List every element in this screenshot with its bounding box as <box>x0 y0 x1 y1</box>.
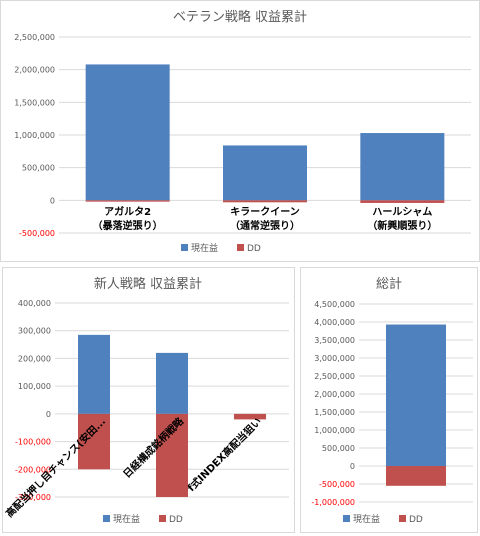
y-tick-label: 4,000,000 <box>314 318 355 327</box>
legend-label: 現在益 <box>113 513 140 525</box>
chart-title: 新人戦略 収益累計 <box>94 276 202 292</box>
y-tick-label: 2,000,000 <box>314 390 355 399</box>
chart-title: ベテラン戦略 収益累計 <box>173 9 307 25</box>
bar-drawdown <box>360 200 445 203</box>
y-tick-label: -300,000 <box>15 493 51 502</box>
y-tick-label: -200,000 <box>15 465 51 474</box>
y-tick-label: 100,000 <box>18 382 51 391</box>
y-tick-label: 1,000,000 <box>314 426 355 435</box>
y-tick-label: 1,000,000 <box>14 131 55 140</box>
legend-label: DD <box>169 515 183 525</box>
bar-drawdown <box>223 200 307 203</box>
y-tick-label: 3,000,000 <box>314 354 355 363</box>
legend: 現在益 DD <box>181 242 261 254</box>
category-label: （新興順張り） <box>367 219 437 232</box>
y-tick-label: 1,500,000 <box>314 408 355 417</box>
legend-swatch <box>103 515 110 522</box>
y-tick-label: 0 <box>50 196 55 205</box>
category-label: キラークイーン <box>230 206 300 218</box>
y-tick-label: 500,000 <box>22 164 55 173</box>
y-tick-label: 2,500,000 <box>314 372 355 381</box>
bar-drawdown <box>78 413 110 470</box>
bar-profit <box>386 324 446 466</box>
y-tick-label: 2,500,000 <box>14 33 55 42</box>
bar-drawdown <box>234 413 266 420</box>
legend-label: DD <box>247 244 261 254</box>
bar-profit <box>85 64 170 201</box>
y-tick-label: -500,000 <box>319 480 355 489</box>
y-tick-label: 3,500,000 <box>314 336 355 345</box>
legend-label: 現在益 <box>191 242 218 254</box>
bar-profit <box>78 334 110 414</box>
newcomer-chart: 新人戦略 収益累計 -300,000 -200,000 -100,000 0 100,00… <box>3 276 289 525</box>
legend: 現在益 DD <box>103 513 183 525</box>
legend-swatch <box>343 515 350 522</box>
bar-profit <box>156 352 188 414</box>
bar-drawdown <box>85 200 170 202</box>
total-chart-panel: 総計 -1,000,000 -500,000 0 500,000 1,000,000 1,5… <box>300 267 478 533</box>
y-tick-label: 4,500,000 <box>314 300 355 309</box>
y-tick-label: -1,000,000 <box>311 498 355 507</box>
chart-title: 総計 <box>376 276 402 292</box>
newcomer-chart-panel: 新人戦略 収益累計 -300,000 -200,000 -100,000 0 100,00… <box>2 267 295 533</box>
category-label: （暴落逆張り） <box>93 219 163 232</box>
y-tick-label: -500,000 <box>19 229 55 238</box>
y-tick-label: 300,000 <box>18 327 51 336</box>
y-tick-label: 1,500,000 <box>14 98 55 107</box>
y-tick-label: 0 <box>46 410 51 419</box>
category-label: アガルタ2 <box>104 205 151 218</box>
y-tick-label: 200,000 <box>18 354 51 363</box>
category-label: f式INDEX高配当狙い <box>185 415 264 494</box>
category-label: ハールシャム <box>372 206 432 218</box>
bar-drawdown <box>156 413 188 497</box>
total-chart: 総計 -1,000,000 -500,000 0 500,000 1,000,000 1,5… <box>311 276 473 525</box>
bar-drawdown <box>386 466 446 486</box>
y-tick-label: 400,000 <box>18 299 51 308</box>
y-tick-label: -100,000 <box>15 438 51 447</box>
bar-profit <box>360 133 445 201</box>
y-tick-label: 0 <box>350 462 355 471</box>
y-tick-label: 2,000,000 <box>14 66 55 75</box>
legend-label: DD <box>409 515 423 525</box>
veteran-chart-panel: ベテラン戦略 収益累計 -500,000 0 500,000 1,000,000 1,50… <box>0 0 480 262</box>
category-label: （通常逆張り） <box>230 219 300 232</box>
legend-swatch <box>237 244 244 251</box>
legend-swatch <box>399 515 406 522</box>
legend-swatch <box>159 515 166 522</box>
veteran-chart: ベテラン戦略 収益累計 -500,000 0 500,000 1,000,000 1,50… <box>14 9 471 254</box>
y-tick-label: 500,000 <box>322 444 355 453</box>
legend-swatch <box>181 244 188 251</box>
legend-label: 現在益 <box>353 513 380 525</box>
bar-profit <box>223 145 307 201</box>
legend: 現在益 DD <box>343 513 423 525</box>
